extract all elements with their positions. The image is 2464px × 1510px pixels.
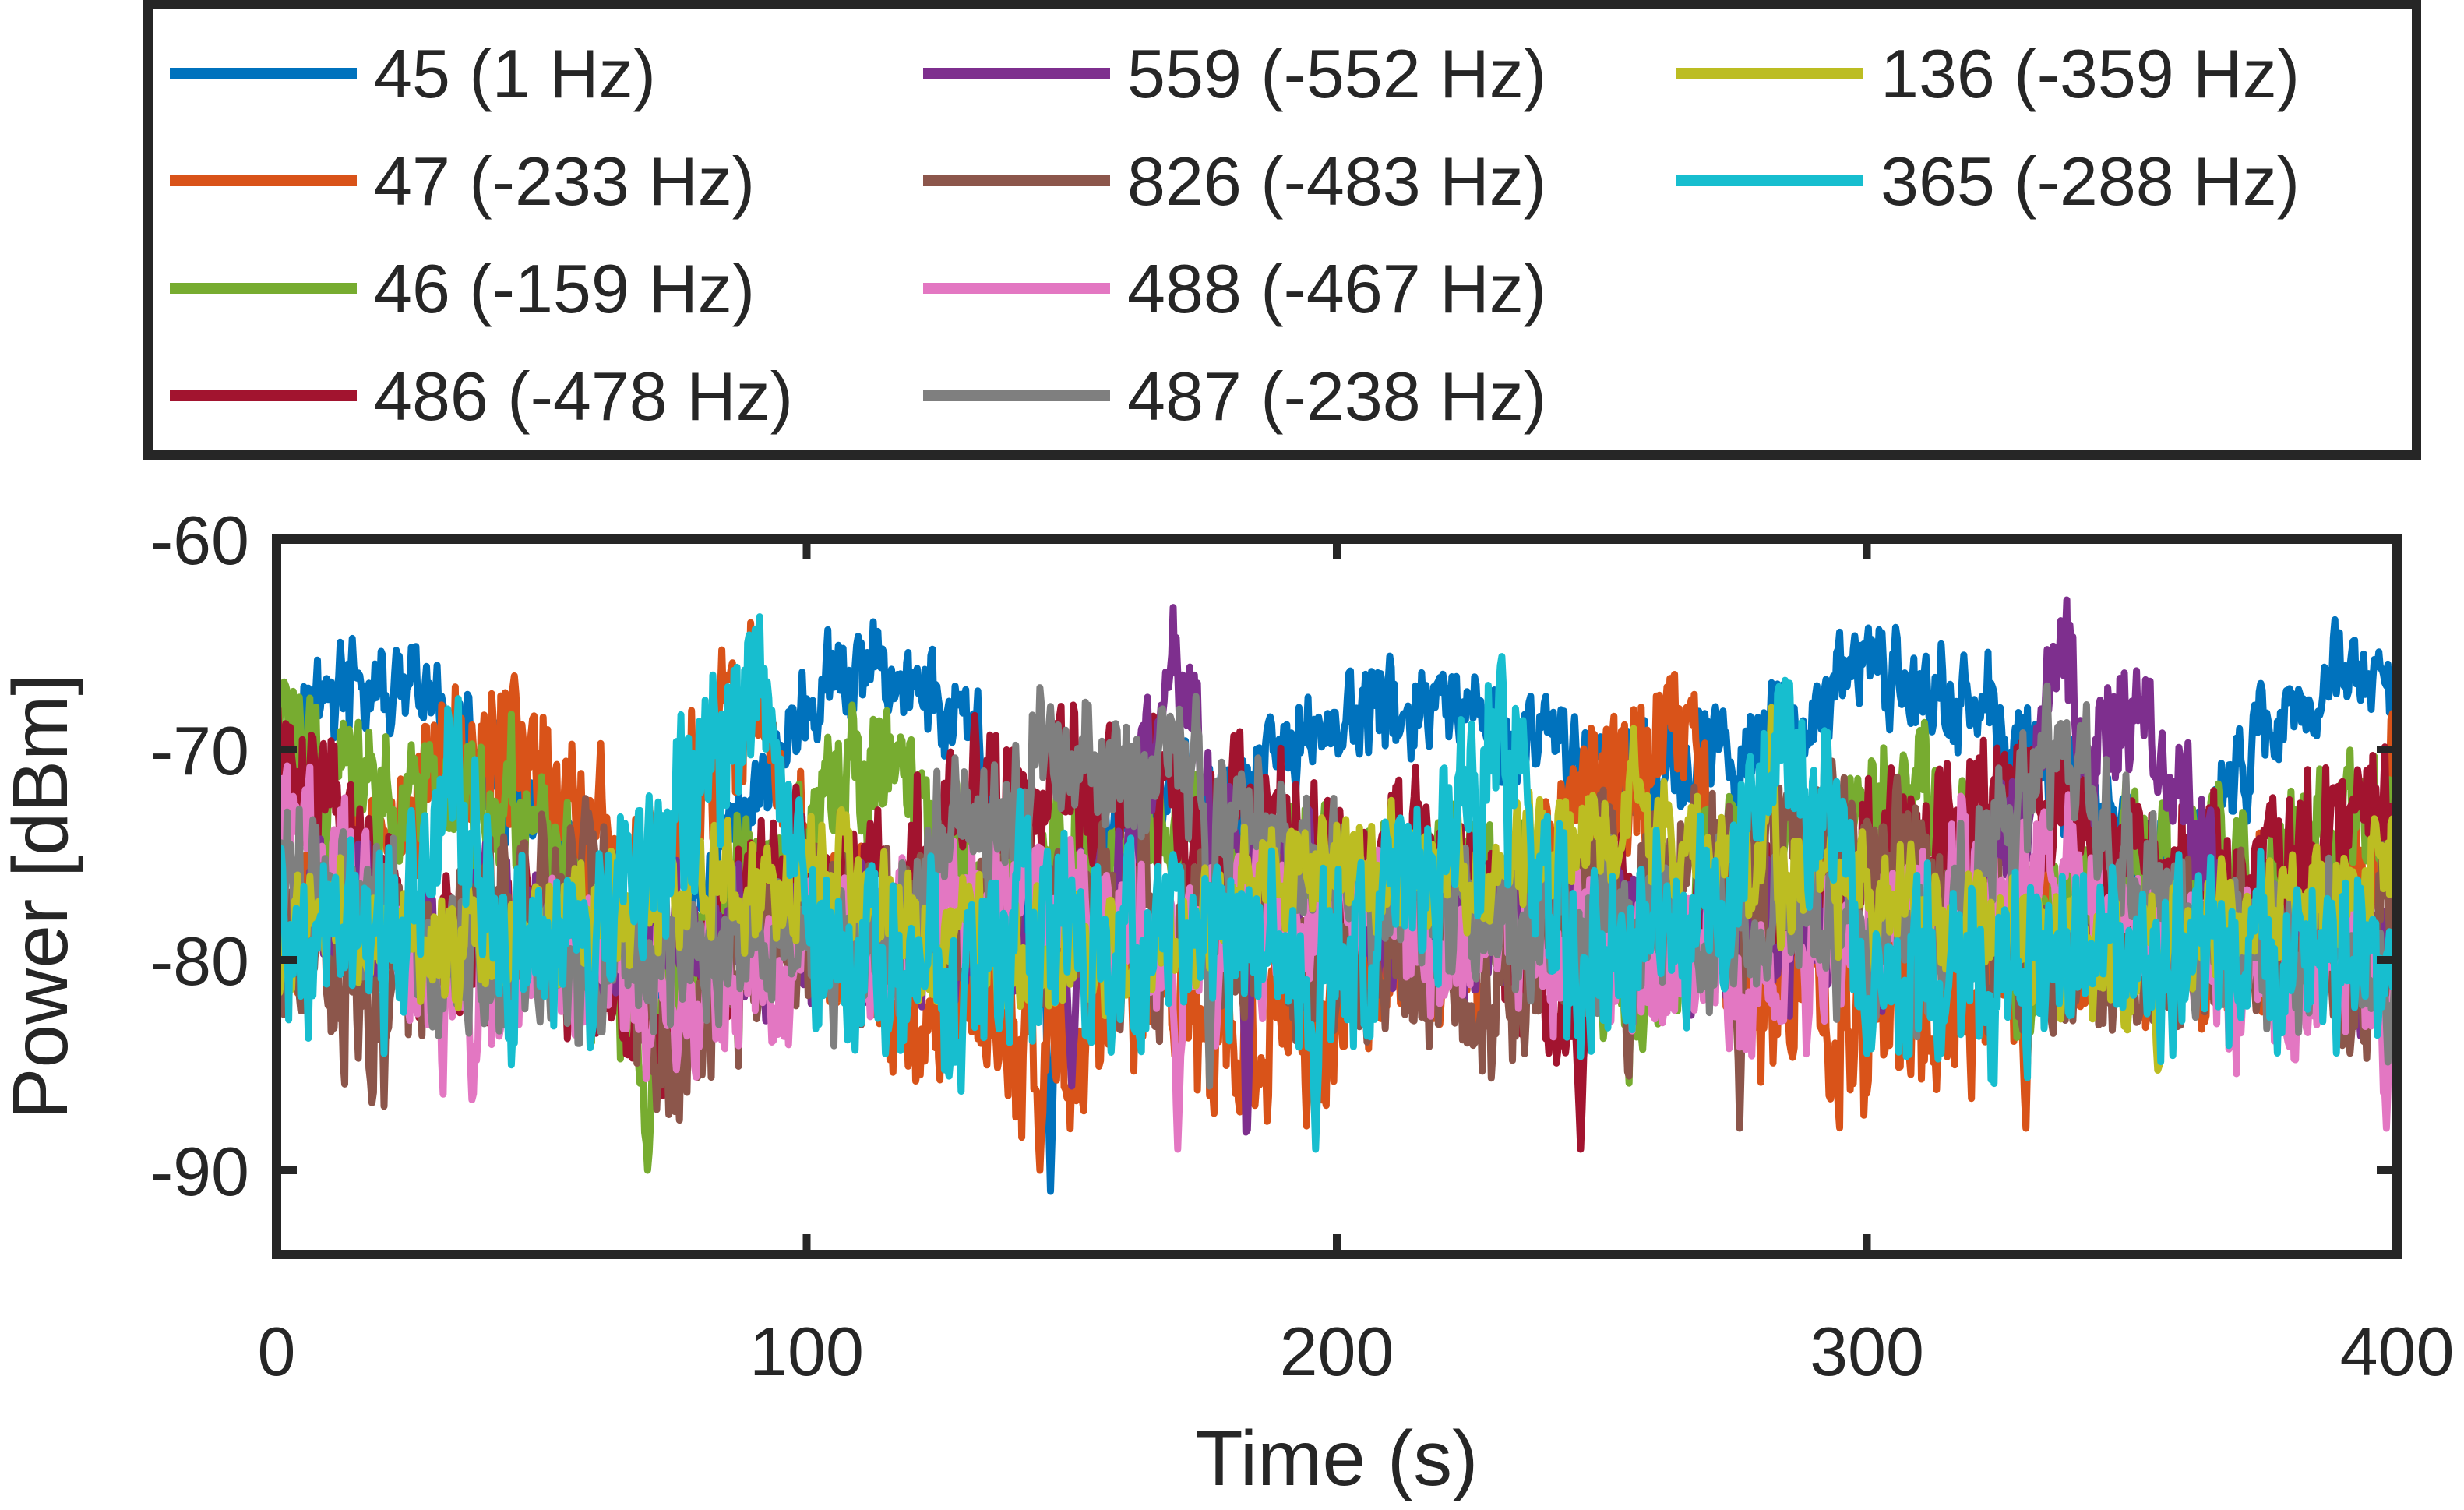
legend-label: 486 (-478 Hz)	[374, 358, 793, 435]
x-tick-label: 200	[1280, 1313, 1394, 1390]
legend-label: 46 (-159 Hz)	[374, 250, 755, 327]
legend-label: 826 (-483 Hz)	[1127, 143, 1546, 220]
x-tick-label: 0	[258, 1313, 296, 1390]
y-axis-title: Power [dBm]	[0, 674, 84, 1120]
series-line	[277, 613, 2397, 1153]
y-tick-label: -90	[150, 1133, 249, 1210]
legend-box	[143, 0, 2421, 460]
x-tick-label: 300	[1810, 1313, 1924, 1390]
legend-label: 559 (-552 Hz)	[1127, 35, 1546, 112]
y-tick-label: -70	[150, 712, 249, 789]
legend-label: 136 (-359 Hz)	[1881, 35, 2300, 112]
series-layer	[277, 596, 2397, 1195]
y-tick-label: -80	[150, 923, 249, 1000]
legend-label: 487 (-238 Hz)	[1127, 358, 1546, 435]
x-axis-title: Time (s)	[1196, 1415, 1479, 1502]
legend: 45 (1 Hz) 47 (-233 Hz) 46 (-159 Hz) 486 (-4…	[170, 35, 2300, 435]
legend-label: 45 (1 Hz)	[374, 35, 656, 112]
ticks: 0 100 200 300 400 -60 -70 -80 -90	[150, 502, 2455, 1390]
legend-label: 47 (-233 Hz)	[374, 143, 755, 220]
legend-label: 488 (-467 Hz)	[1127, 250, 1546, 327]
legend-label: 365 (-288 Hz)	[1881, 143, 2300, 220]
x-tick-label: 100	[749, 1313, 864, 1390]
y-tick-label: -60	[150, 502, 249, 579]
x-tick-label: 400	[2340, 1313, 2455, 1390]
